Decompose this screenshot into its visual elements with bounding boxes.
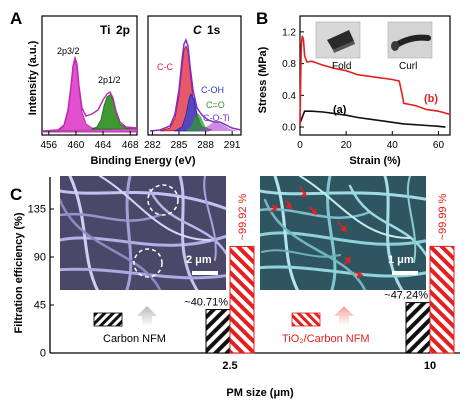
legend-tio2-label: TiO₂/Carbon NFM — [282, 333, 370, 345]
y-tick-label: 0.4 — [282, 91, 296, 102]
series-b-label: (b) — [424, 93, 438, 105]
c1s-peak-coti-label: C-O-Ti — [203, 113, 230, 123]
bar-label-tio2-pm2-5: ~99.92 % — [237, 193, 249, 240]
x-tick-label: 456 — [40, 140, 57, 151]
bar-label-tio2-pm10: ~99.99 % — [437, 193, 449, 240]
c1s-frame — [147, 15, 242, 136]
ti2p-x-ticks: 456 460 464 468 — [40, 131, 139, 151]
panel-label-b: B — [256, 9, 268, 28]
y-tick-label: 0.0 — [282, 123, 296, 134]
legend-tio2-swatch — [291, 312, 321, 327]
filtration-bars: ~40.71% ~47.24% ~99.92 % ~99.99 % — [184, 193, 455, 354]
sem-scale-right: 1 μm — [388, 254, 414, 266]
panel-b-xlabel: Strain (%) — [349, 155, 401, 167]
inset-curl-label: Curl — [399, 61, 417, 72]
x-tick-label: 460 — [68, 140, 85, 151]
ti2p-peak-2p32-label: 2p3/2 — [57, 46, 80, 56]
ti2p-peak-2p12-label: 2p1/2 — [98, 75, 121, 85]
legend-tio2-arrow — [334, 306, 354, 326]
legend-carbon-arrow — [137, 306, 157, 326]
stress-curve-a — [299, 110, 446, 128]
ti2p-envelope — [42, 55, 137, 132]
c1s-peak-coti-fill — [198, 122, 238, 131]
ti2p-frame — [41, 15, 138, 136]
inset-fold-photo — [315, 21, 361, 59]
bar-carbon-pm2-5 — [205, 309, 231, 354]
c1s-peak-co-label: C=O — [206, 100, 225, 110]
inset-fold-label: Fold — [332, 61, 351, 72]
y-tick-label: 90 — [34, 252, 46, 264]
y-tick-label: 1.2 — [282, 27, 296, 38]
x-tick-label: 288 — [197, 140, 214, 151]
y-tick-label: 135 — [28, 204, 46, 216]
panel-c-ylabel: Filtration efficiency (%) — [13, 212, 25, 333]
c1s-x-ticks: 282 285 288 291 — [144, 131, 241, 151]
x-tick-label: 40 — [387, 140, 399, 151]
filtration-axes: 0 45 90 135 2.5 10 — [28, 177, 460, 372]
bar-label-carbon-pm10: ~47.24% — [384, 290, 428, 302]
c1s-envelope — [149, 38, 241, 132]
bar-tio2-pm2-5 — [229, 245, 255, 354]
legend-carbon-label: Carbon NFM — [103, 333, 166, 345]
c1s-title-element: C — [193, 23, 202, 37]
sem-image-tio2 — [260, 176, 426, 290]
bar-carbon-pm10 — [405, 302, 431, 354]
x-tick-label: 291 — [224, 140, 241, 151]
x-tick-label: 2.5 — [222, 360, 237, 372]
x-tick-label: 0 — [297, 140, 303, 151]
ti2p-peak-2p32-fill — [42, 58, 137, 133]
stress-axes: 0 20 40 60 0.0 0.4 0.8 1.2 — [282, 27, 444, 151]
c1s-peak-cc-label: C-C — [157, 62, 173, 72]
panel-b-ylabel: Stress (MPa) — [257, 46, 269, 113]
sem-scale-left: 2 μm — [186, 254, 212, 266]
y-tick-label: 45 — [34, 300, 46, 312]
x-tick-label: 468 — [122, 140, 139, 151]
ti2p-peak-2p12-fill — [91, 94, 137, 130]
stress-series — [299, 35, 451, 128]
c1s-peak-coh-label: C-OH — [201, 85, 224, 95]
y-tick-label: 0 — [40, 348, 46, 360]
c1s-peak-co-fill — [186, 113, 211, 131]
inset-curl-photo — [387, 21, 433, 59]
panel-label-a: A — [10, 9, 22, 28]
ti2p-title-element: Ti — [100, 23, 110, 37]
ti2p-title-orbital: 2p — [116, 23, 130, 37]
stress-curve-b — [299, 35, 451, 126]
c1s-plot-area — [149, 38, 241, 132]
y-tick-label: 0.8 — [282, 59, 296, 70]
ti2p-baseline — [42, 128, 137, 132]
sem-image-carbon — [60, 176, 226, 290]
bar-label-carbon-pm2-5: ~40.71% — [184, 297, 228, 309]
panel-c-xlabel: PM size (μm) — [226, 387, 294, 399]
panel-a-ylabel: Intensity (a.u.) — [27, 40, 39, 115]
x-tick-label: 285 — [171, 140, 188, 151]
panel-a-xlabel: Binding Energy (eV) — [90, 155, 195, 167]
bar-tio2-pm10 — [429, 245, 455, 354]
x-tick-label: 20 — [341, 140, 353, 151]
series-a-label: (a) — [333, 104, 347, 116]
x-tick-label: 10 — [424, 360, 436, 372]
legend-carbon-swatch — [93, 312, 123, 327]
panel-label-c: C — [10, 185, 22, 204]
x-tick-label: 464 — [95, 140, 112, 151]
ti2p-plot-area — [42, 55, 137, 133]
x-tick-label: 282 — [144, 140, 161, 151]
c1s-title-orbital: 1s — [207, 23, 221, 37]
x-tick-label: 60 — [433, 140, 445, 151]
